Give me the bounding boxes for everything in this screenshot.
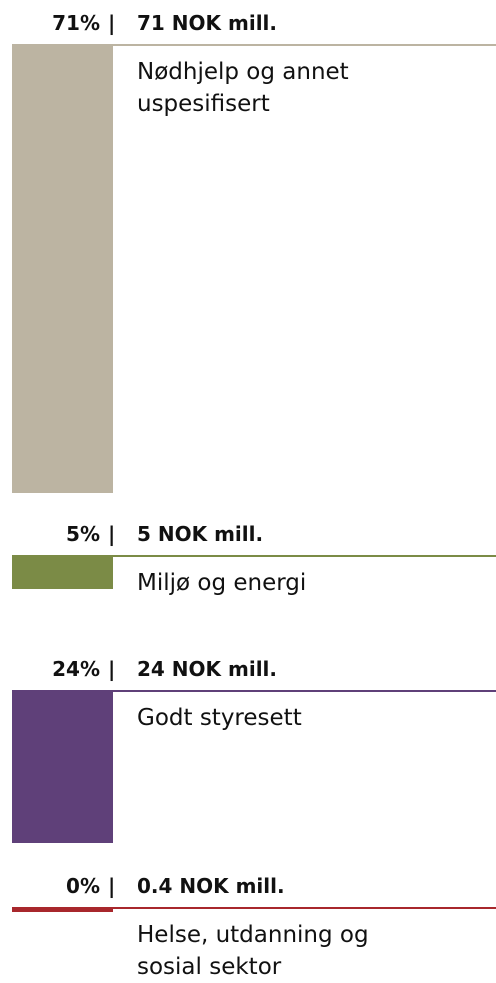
amount-label: 0.4 NOK mill. (137, 874, 285, 898)
separator: | (108, 11, 116, 35)
category-label: Nødhjelp og annet uspesifisert (137, 59, 349, 117)
bar (12, 909, 113, 912)
separator: | (108, 522, 116, 546)
category-label: Helse, utdanning og sosial sektor (137, 922, 369, 980)
category-label: Miljø og energi (137, 570, 307, 596)
section-rule (12, 690, 496, 692)
percent-label: 5% (66, 522, 100, 546)
separator: | (108, 874, 116, 898)
section-rule (12, 44, 496, 46)
amount-label: 5 NOK mill. (137, 522, 264, 546)
bar (12, 692, 113, 844)
amount-label: 71 NOK mill. (137, 11, 277, 35)
percent-label: 71% (52, 11, 100, 35)
amount-label: 24 NOK mill. (137, 657, 277, 681)
percent-label: 0% (66, 874, 100, 898)
category-label: Godt styresett (137, 705, 302, 731)
bar (12, 46, 113, 494)
bar (12, 557, 113, 589)
section-rule (12, 907, 496, 909)
separator: | (108, 657, 116, 681)
percent-label: 24% (52, 657, 100, 681)
section-rule (12, 555, 496, 557)
